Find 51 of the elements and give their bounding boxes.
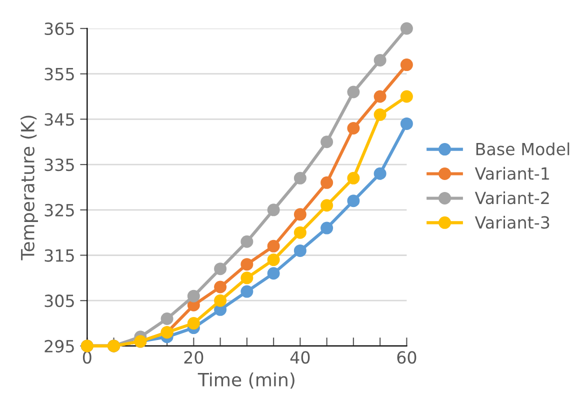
y-tick-label: 325	[44, 204, 74, 216]
point	[347, 122, 360, 135]
point	[374, 90, 386, 103]
point	[240, 285, 254, 298]
point	[240, 235, 254, 248]
point	[214, 262, 227, 276]
point	[294, 226, 306, 239]
legend-label: Base Model	[476, 142, 570, 156]
point	[187, 290, 200, 302]
point	[240, 258, 254, 271]
point	[294, 208, 306, 221]
point	[400, 58, 413, 72]
y-tick-label: 335	[44, 158, 74, 172]
point	[214, 280, 227, 294]
point	[347, 86, 360, 98]
x-axis-title: Time (min)	[198, 372, 294, 389]
point	[214, 294, 227, 307]
point	[400, 22, 413, 35]
y-tick-label: 315	[44, 249, 74, 262]
y-tick-label: 345	[44, 113, 74, 126]
point	[320, 136, 334, 148]
point	[320, 199, 334, 212]
point	[240, 272, 254, 284]
point	[374, 54, 386, 66]
legend-label: Variant-2	[474, 191, 549, 204]
y-tick-label: 365	[44, 22, 74, 36]
point	[267, 254, 280, 266]
point	[267, 267, 280, 280]
point	[320, 222, 334, 234]
point	[374, 167, 386, 180]
point	[267, 204, 280, 216]
x-tick-label: 20	[184, 351, 204, 364]
legend-label: Variant-3	[474, 216, 550, 229]
point	[374, 108, 386, 121]
point	[347, 194, 360, 208]
point	[347, 172, 360, 184]
y-tick-label: 355	[44, 68, 74, 80]
y-axis-title: Temperature (K)	[20, 116, 38, 260]
legend-label: Variant-1	[474, 166, 549, 180]
point	[160, 312, 174, 325]
point	[267, 240, 280, 252]
y-tick-label: 295	[44, 340, 74, 353]
y-tick-label: 305	[44, 294, 74, 308]
point	[187, 317, 200, 330]
point	[400, 117, 413, 130]
point	[294, 244, 306, 257]
point	[320, 176, 334, 189]
x-tick-label: 40	[290, 351, 310, 364]
x-tick-label: 60	[397, 351, 416, 364]
point	[294, 172, 306, 184]
point	[400, 90, 413, 103]
